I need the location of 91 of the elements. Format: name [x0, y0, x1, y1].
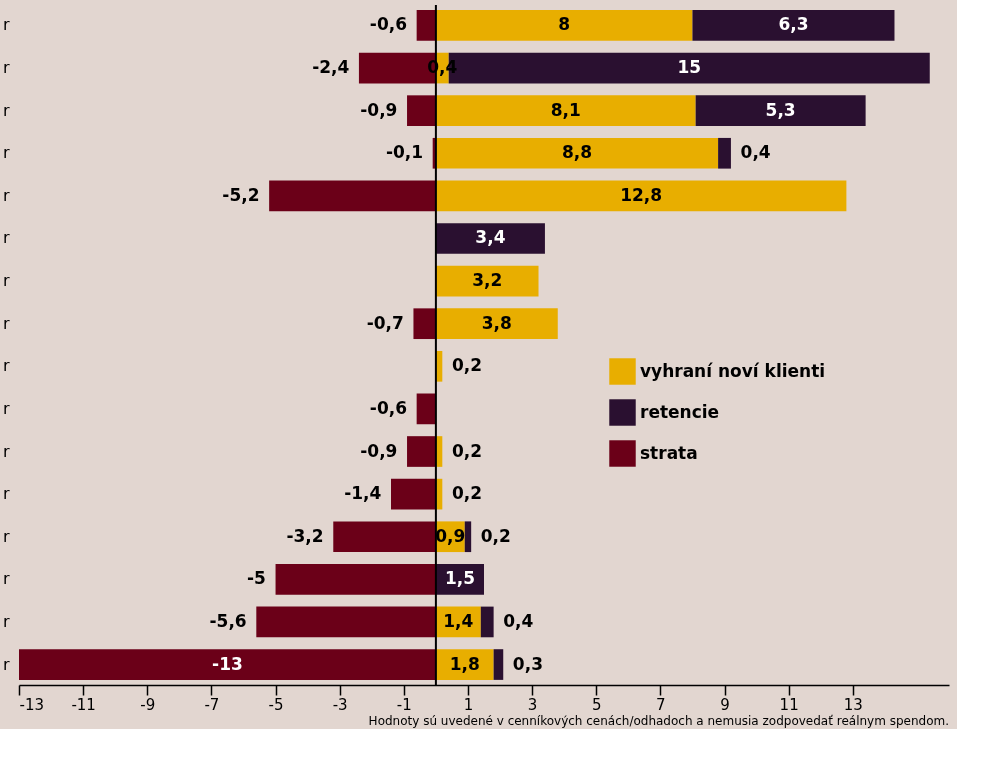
data-label: 12,8 — [620, 184, 663, 205]
x-tick-label: 13 — [843, 695, 863, 714]
bar — [464, 521, 472, 553]
x-tick-label: 7 — [656, 695, 666, 714]
bar — [435, 223, 545, 254]
data-label: 3,2 — [472, 270, 503, 291]
bar — [435, 308, 558, 340]
y-tick-label: r — [2, 100, 10, 120]
data-label: 8 — [558, 14, 571, 35]
bar — [19, 649, 436, 680]
y-tick-label: r — [2, 228, 10, 248]
x-tick-label: -3 — [332, 695, 348, 714]
y-tick-label: r — [2, 185, 10, 205]
bar — [435, 95, 696, 126]
x-tick-label: 5 — [591, 695, 602, 714]
data-label: -2,4 — [312, 57, 350, 78]
data-label: -0,1 — [385, 142, 424, 163]
x-tick-label: 11 — [779, 695, 799, 714]
bar — [416, 393, 436, 425]
bar — [493, 649, 504, 680]
data-label: 6,3 — [778, 14, 809, 35]
bar — [407, 95, 436, 126]
data-label: 1,8 — [449, 653, 480, 674]
x-tick-label: -5 — [268, 695, 284, 714]
data-label: 1,4 — [443, 610, 474, 631]
data-label: -5,2 — [222, 184, 260, 205]
x-tick-label: -1 — [396, 695, 412, 714]
y-tick-label: r — [2, 15, 10, 35]
y-tick-label: r — [2, 143, 10, 163]
bar — [435, 137, 719, 169]
data-label: 0,2 — [451, 483, 483, 504]
legend-label: strata — [640, 442, 698, 463]
y-tick-label: r — [2, 569, 10, 589]
x-tick-label: 3 — [527, 695, 538, 714]
data-label: 1,5 — [444, 568, 476, 589]
data-label: -0,7 — [366, 312, 404, 333]
bar — [391, 478, 436, 510]
x-tick-label: -13 — [19, 695, 44, 714]
bar — [275, 564, 436, 595]
bar — [718, 137, 731, 169]
y-tick-label: r — [2, 271, 10, 291]
data-label: 8,1 — [550, 99, 581, 120]
bar — [407, 436, 436, 467]
bar — [256, 606, 436, 638]
data-label: 8,8 — [561, 142, 593, 163]
data-label: -5,6 — [209, 610, 247, 631]
y-tick-label: r — [2, 58, 10, 78]
data-label: -0,6 — [369, 14, 408, 35]
data-label: -1,4 — [344, 483, 382, 504]
data-label: -0,9 — [360, 440, 398, 461]
y-tick-label: r — [2, 398, 10, 418]
data-label: 3,8 — [481, 312, 512, 333]
y-tick-label: r — [2, 484, 10, 504]
data-label: 5,3 — [765, 99, 796, 120]
data-label: -0,6 — [369, 397, 408, 418]
x-tick-label: -9 — [140, 695, 156, 714]
y-tick-label: r — [2, 356, 10, 376]
data-label: 0,2 — [480, 525, 511, 546]
data-label: -13 — [212, 653, 243, 674]
legend-label: vyhraní noví klienti — [640, 360, 826, 381]
data-label: 0,2 — [451, 440, 483, 461]
bar — [435, 180, 847, 212]
bar — [435, 265, 539, 297]
data-label: -3,2 — [286, 525, 324, 546]
x-tick-label: -11 — [71, 695, 96, 714]
data-label: 0,4 — [740, 142, 771, 163]
bar — [692, 10, 895, 41]
bar — [416, 10, 436, 41]
y-tick-label: r — [2, 654, 10, 674]
x-tick-label: 1 — [463, 695, 474, 714]
data-label: -5 — [247, 568, 266, 589]
bar — [435, 10, 693, 41]
bar — [333, 521, 436, 553]
data-label: 0,2 — [451, 355, 483, 376]
legend-label: retencie — [640, 401, 720, 422]
data-label: 0,4 — [503, 610, 534, 631]
y-tick-label: r — [2, 526, 10, 546]
bar — [269, 180, 436, 212]
data-label: -0,9 — [360, 99, 398, 120]
y-tick-label: r — [2, 313, 10, 333]
y-tick-label: r — [2, 611, 10, 631]
x-tick-label: 9 — [720, 695, 730, 714]
bar — [413, 308, 436, 340]
data-label: 15 — [677, 57, 702, 78]
data-label: 3,4 — [475, 227, 506, 248]
bar — [695, 95, 866, 126]
text: Hodnoty sú uvedené v cenníkových cenách/odhadoch a nemusia zodpovedať reálnym spendom. — [368, 714, 949, 728]
x-tick-label: -7 — [204, 695, 220, 714]
y-tick-label: r — [2, 441, 10, 461]
data-label: 0,3 — [512, 653, 543, 674]
bar — [480, 606, 494, 638]
